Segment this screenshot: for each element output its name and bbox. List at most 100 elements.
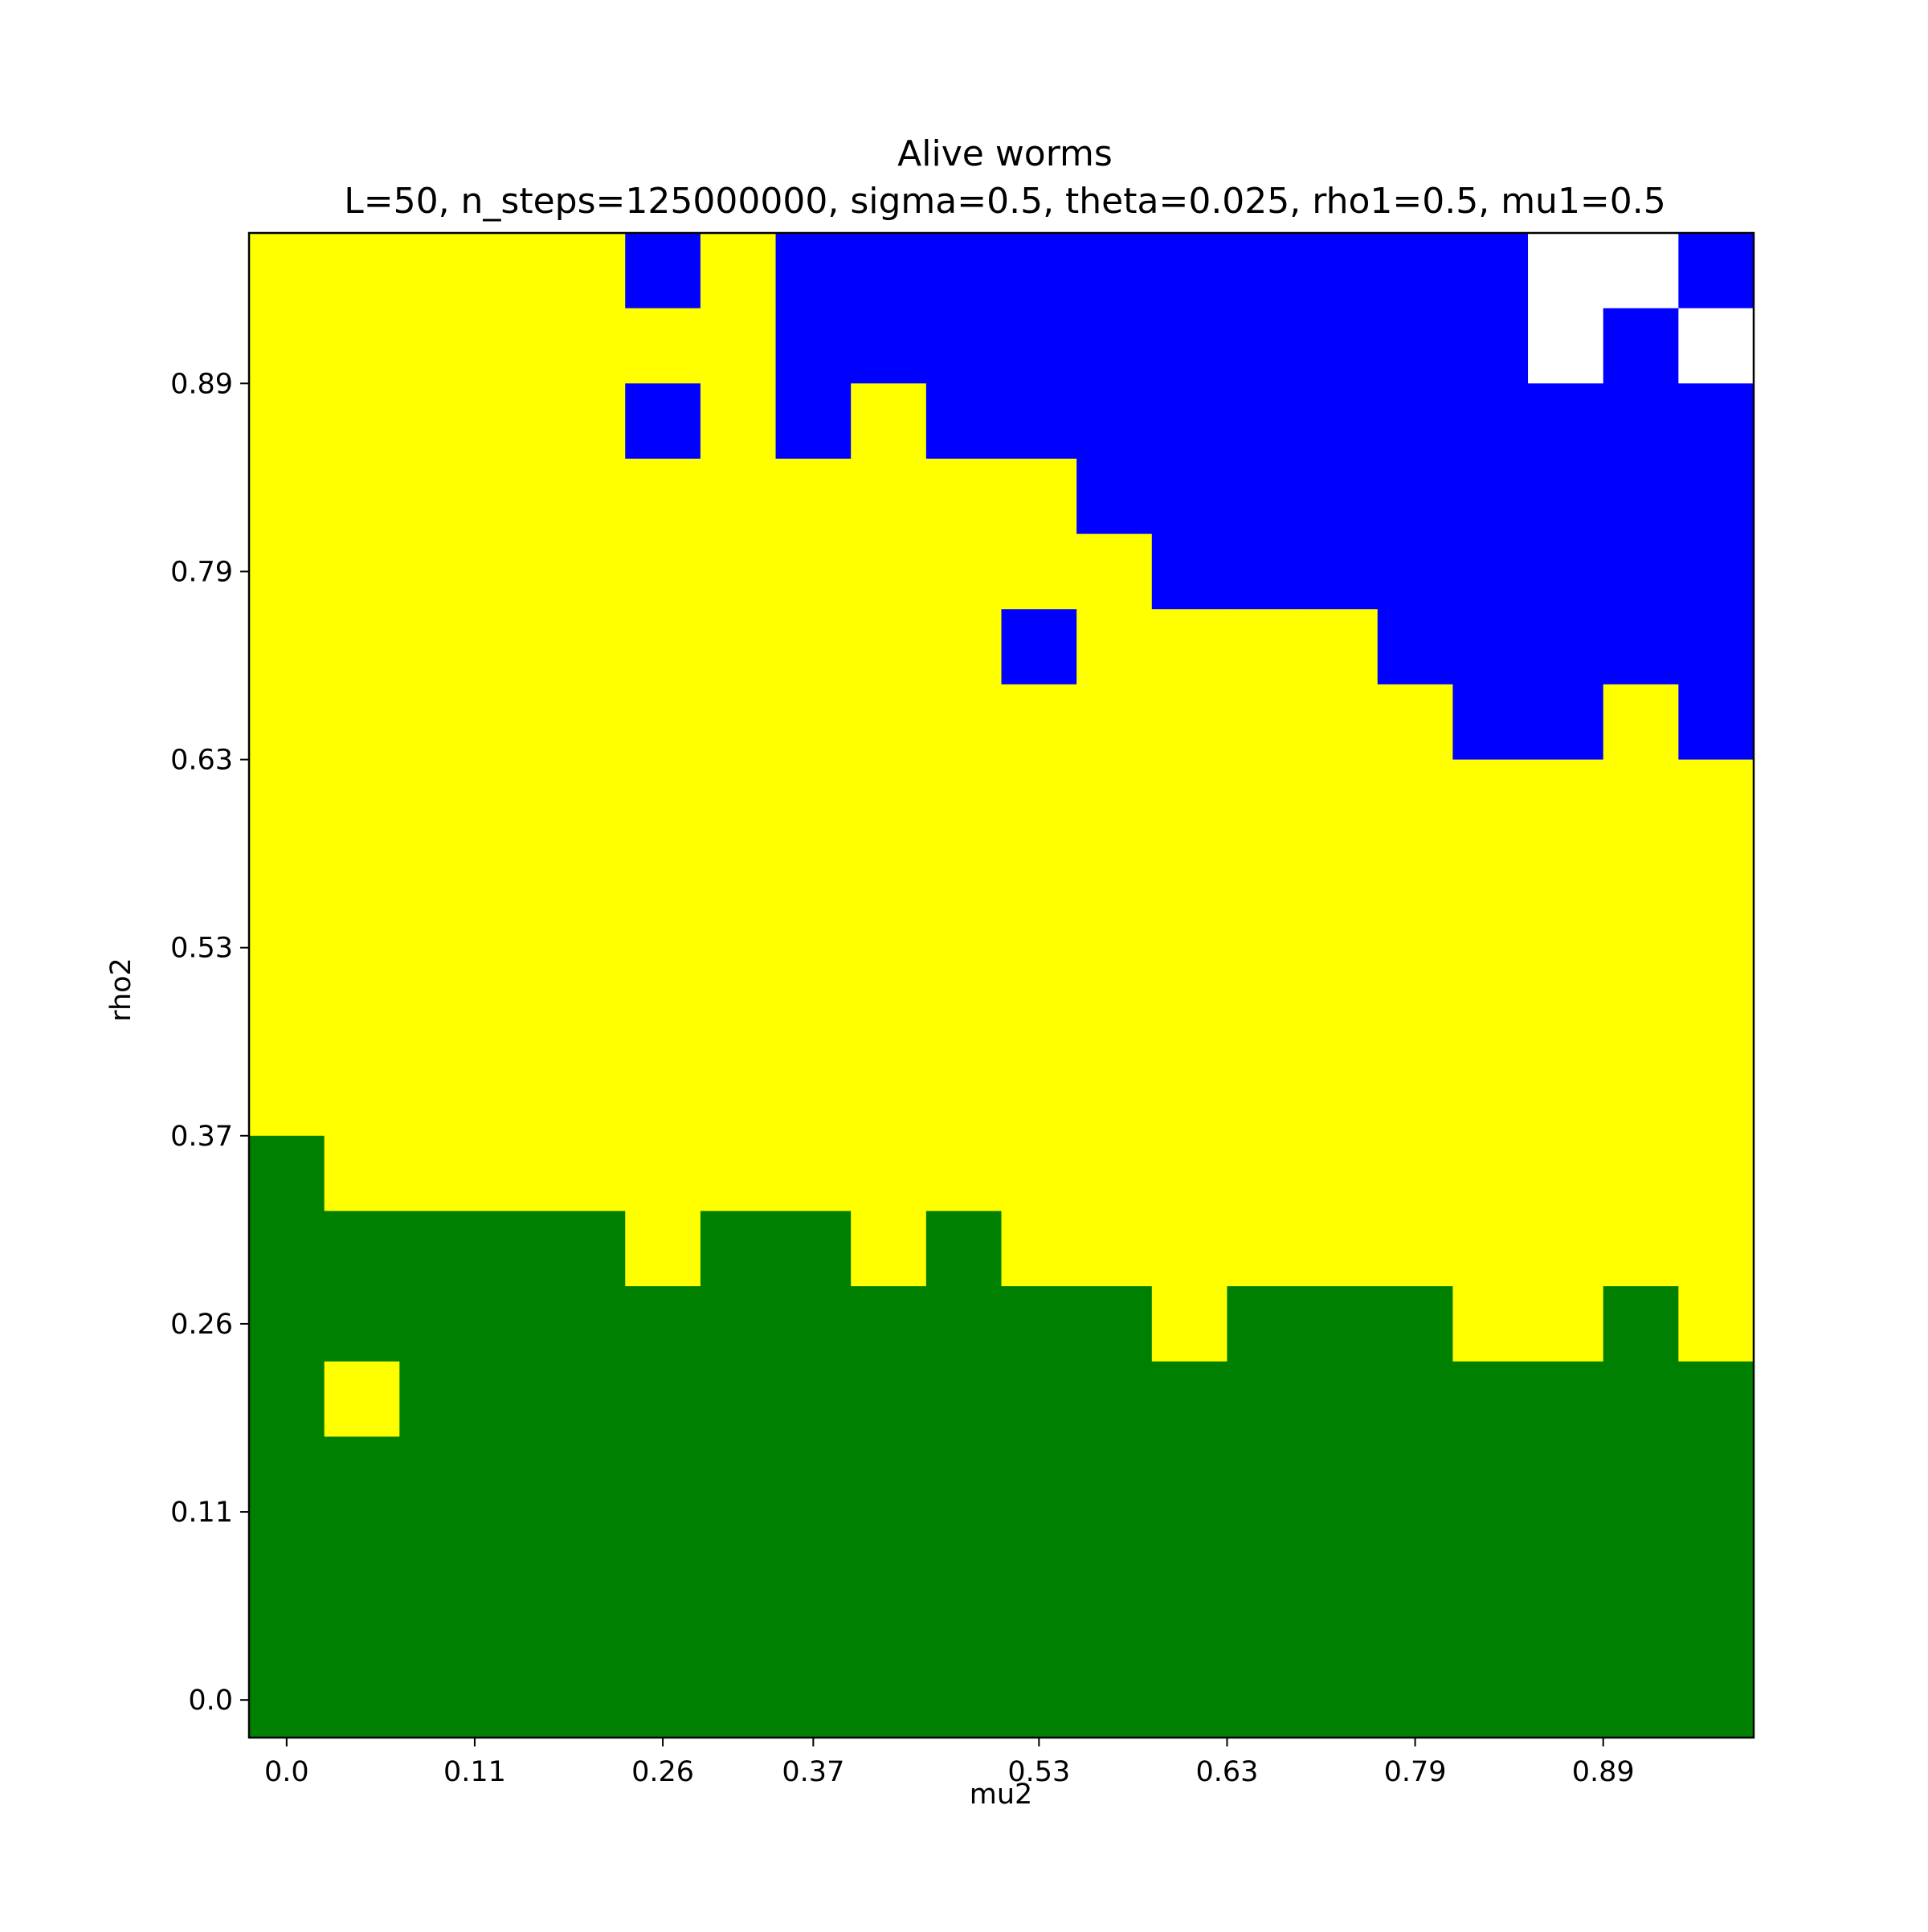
heatmap-cell xyxy=(1076,1060,1153,1137)
heatmap-cell xyxy=(1377,1436,1453,1513)
heatmap-cell xyxy=(474,609,551,685)
heatmap-cell xyxy=(474,533,551,610)
heatmap-cell xyxy=(775,1662,852,1738)
heatmap-cell xyxy=(249,383,325,460)
heatmap-cell xyxy=(1528,1436,1604,1513)
heatmap-cell xyxy=(1302,1286,1379,1362)
heatmap-cell xyxy=(625,1060,701,1137)
heatmap-cell xyxy=(1678,909,1754,986)
y-axis-ticks: 0.0 0.11 0.26 0.37 0.53 0.63 0.79 0.89 xyxy=(170,368,249,1717)
heatmap-cell xyxy=(1377,985,1453,1061)
heatmap-cell xyxy=(399,1211,476,1287)
heatmap-cell xyxy=(549,1587,626,1663)
heatmap-cell xyxy=(474,1436,551,1513)
chart-title: Alive worms xyxy=(897,133,1113,174)
heatmap-cell xyxy=(1603,1587,1679,1663)
heatmap-cell xyxy=(399,533,476,610)
x-tick-label: 0.53 xyxy=(1007,1756,1070,1788)
heatmap-cell xyxy=(1528,759,1604,835)
heatmap-cell xyxy=(775,1587,852,1663)
heatmap-cell xyxy=(1528,458,1604,535)
heatmap-cell xyxy=(1377,1135,1453,1212)
heatmap-cell xyxy=(925,985,1003,1061)
heatmap-cell xyxy=(1377,1662,1453,1738)
heatmap-cell xyxy=(549,1135,626,1212)
heatmap-cell xyxy=(1678,1512,1754,1588)
heatmap-cell xyxy=(1452,1587,1529,1663)
heatmap-cell xyxy=(399,909,476,986)
heatmap-cell xyxy=(1377,1060,1453,1137)
heatmap-cell xyxy=(700,759,777,835)
heatmap-cell xyxy=(1001,1361,1077,1437)
heatmap-cell xyxy=(1076,1286,1153,1362)
heatmap-cell xyxy=(399,1512,476,1588)
heatmap-cell xyxy=(925,1512,1003,1588)
heatmap-cell xyxy=(399,308,476,384)
heatmap-cell xyxy=(1678,458,1754,535)
heatmap-cell xyxy=(1151,383,1228,460)
heatmap-cell xyxy=(1151,1361,1228,1437)
heatmap-cell xyxy=(1678,759,1754,835)
heatmap-cell xyxy=(549,533,626,610)
heatmap-cell xyxy=(625,383,701,460)
heatmap-cell xyxy=(1302,1512,1379,1588)
heatmap-cell xyxy=(1452,835,1529,911)
heatmap-cell xyxy=(1452,1060,1529,1137)
heatmap-cell xyxy=(925,1436,1003,1513)
heatmap-cell xyxy=(851,1211,927,1287)
heatmap-cell xyxy=(474,1361,551,1437)
heatmap-cell xyxy=(1528,1060,1604,1137)
heatmap-cell xyxy=(1001,308,1077,384)
heatmap-cell xyxy=(249,233,325,309)
heatmap-cell xyxy=(1528,1662,1604,1738)
heatmap-cell xyxy=(625,1361,701,1437)
heatmap-cell xyxy=(1678,1436,1754,1513)
heatmap-cell xyxy=(1528,383,1604,460)
heatmap-cell xyxy=(700,1211,777,1287)
heatmap-cell xyxy=(1377,1361,1453,1437)
x-tick-label: 0.89 xyxy=(1572,1756,1635,1788)
heatmap-cell xyxy=(549,609,626,685)
heatmap-cell xyxy=(549,1662,626,1738)
heatmap-cell xyxy=(625,1211,701,1287)
heatmap-cell xyxy=(249,1211,325,1287)
heatmap-cell xyxy=(1452,533,1529,610)
heatmap-cell xyxy=(1603,759,1679,835)
heatmap-cell xyxy=(1227,1587,1303,1663)
heatmap-cell xyxy=(474,759,551,835)
heatmap-cell xyxy=(324,1436,400,1513)
heatmap-cell xyxy=(549,1436,626,1513)
heatmap-cell xyxy=(625,458,701,535)
x-axis-ticks: 0.0 0.11 0.26 0.37 0.53 0.63 0.79 0.89 xyxy=(264,1738,1635,1788)
heatmap-cell xyxy=(925,1135,1003,1212)
heatmap-cell xyxy=(925,835,1003,911)
heatmap-cell xyxy=(1452,1361,1529,1437)
heatmap-cell xyxy=(474,383,551,460)
heatmap-cell xyxy=(851,759,927,835)
heatmap-cell xyxy=(700,835,777,911)
heatmap-cell xyxy=(1302,909,1379,986)
heatmap-cell xyxy=(1076,308,1153,384)
heatmap-cell xyxy=(925,533,1003,610)
heatmap-cell xyxy=(1302,1436,1379,1513)
heatmap-cell xyxy=(1001,1060,1077,1137)
heatmap-cell xyxy=(474,1512,551,1588)
heatmap-cell xyxy=(474,1135,551,1212)
heatmap-cell xyxy=(1678,233,1754,309)
heatmap-cell xyxy=(549,1512,626,1588)
heatmap-cell xyxy=(1302,308,1379,384)
heatmap-cell xyxy=(851,458,927,535)
heatmap-cell xyxy=(399,1662,476,1738)
heatmap-cell xyxy=(1302,835,1379,911)
heatmap-cell xyxy=(399,1060,476,1137)
heatmap-cell xyxy=(700,1512,777,1588)
heatmap-cell xyxy=(1001,609,1077,685)
heatmap-cell xyxy=(851,1135,927,1212)
heatmap-cell xyxy=(1678,1286,1754,1362)
heatmap-cell xyxy=(1603,1060,1679,1137)
heatmap-cell xyxy=(1452,308,1529,384)
heatmap-cell xyxy=(549,1060,626,1137)
heatmap-cell xyxy=(925,684,1003,761)
heatmap-cell xyxy=(1528,684,1604,761)
heatmap-cell xyxy=(1528,985,1604,1061)
